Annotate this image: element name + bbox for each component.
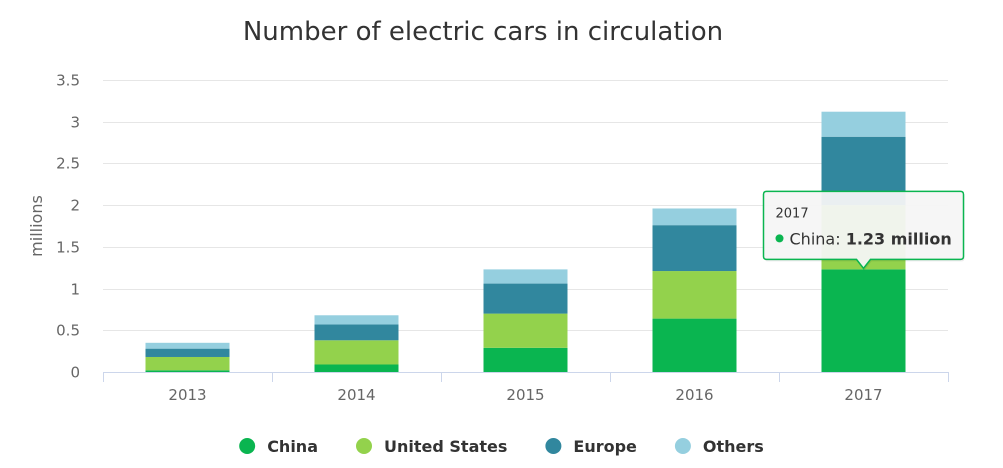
tooltip-body: China: 1.23 million: [790, 229, 952, 248]
legend-marker: [239, 438, 256, 454]
tooltip-value: 1.23 million: [846, 229, 952, 248]
chart-title: Number of electric cars in circulation: [243, 17, 723, 47]
y-tick-label: 3: [70, 114, 80, 132]
y-tick-label: 1.5: [56, 239, 80, 257]
legend-label: China: [267, 437, 318, 456]
legend-item-others[interactable]: Others: [674, 437, 764, 456]
tooltip-header: 2017: [776, 206, 809, 221]
y-axis-ticks: 0 0.5 1 1.5 2 2.5 3 3.5: [56, 72, 80, 382]
legend-item-united-states[interactable]: United States: [356, 437, 507, 456]
bar-china-2015[interactable]: [483, 347, 568, 372]
bar-others-2015[interactable]: [483, 269, 568, 284]
bar-china-2017[interactable]: [821, 269, 906, 372]
legend: China United States Europe Others: [239, 437, 764, 456]
y-tick-label: 0: [70, 364, 80, 382]
bar-china-2013[interactable]: [145, 370, 230, 372]
bar-others-2013[interactable]: [145, 342, 230, 349]
legend-label: Others: [703, 437, 764, 456]
bar-stack-2015[interactable]: [483, 269, 568, 372]
tooltip-background: [762, 190, 965, 270]
bar-europe-2016[interactable]: [652, 225, 737, 272]
legend-marker: [674, 438, 691, 454]
x-tick-label: 2014: [337, 386, 375, 404]
bar-others-2016[interactable]: [652, 208, 737, 226]
bar-others-2017[interactable]: [821, 111, 906, 137]
y-tick-label: 2.5: [56, 155, 80, 173]
x-tick-label: 2016: [675, 386, 713, 404]
tooltip-series-label: China:: [790, 229, 846, 248]
bar-stack-2016[interactable]: [652, 208, 737, 372]
y-tick-label: 3.5: [56, 72, 80, 90]
x-tick-label: 2017: [844, 386, 882, 404]
bar-stack-2013[interactable]: [145, 342, 230, 372]
bar-europe-2015[interactable]: [483, 283, 568, 314]
gridlines: [103, 80, 948, 331]
x-tick-label: 2015: [506, 386, 544, 404]
bar-china-2014[interactable]: [314, 364, 399, 372]
bar-united-states-2015[interactable]: [483, 313, 568, 348]
legend-marker: [545, 438, 562, 454]
legend-item-europe[interactable]: Europe: [545, 437, 637, 456]
bar-europe-2013[interactable]: [145, 348, 230, 357]
tooltip: 2017 China: 1.23 million: [762, 190, 965, 271]
y-tick-label: 1: [70, 281, 80, 299]
tooltip-box: 2017 China: 1.23 million: [762, 190, 965, 271]
x-tick-label: 2013: [168, 386, 206, 404]
legend-label: Europe: [573, 437, 637, 456]
bar-united-states-2013[interactable]: [145, 356, 230, 371]
tooltip-series-marker: [775, 234, 784, 243]
legend-item-china[interactable]: China: [239, 437, 318, 456]
x-axis: 2013 2014 2015 2016 2017: [103, 372, 949, 404]
bar-europe-2014[interactable]: [314, 324, 399, 341]
legend-label: United States: [384, 437, 507, 456]
bar-united-states-2016[interactable]: [652, 271, 737, 319]
bar-united-states-2014[interactable]: [314, 340, 399, 365]
y-tick-label: 2: [70, 197, 80, 215]
y-axis-title: millions: [27, 195, 46, 257]
legend-marker: [356, 438, 372, 454]
y-tick-label: 0.5: [56, 322, 80, 340]
bar-others-2014[interactable]: [314, 315, 399, 325]
bar-stack-2014[interactable]: [314, 315, 399, 372]
bar-china-2016[interactable]: [652, 318, 737, 372]
